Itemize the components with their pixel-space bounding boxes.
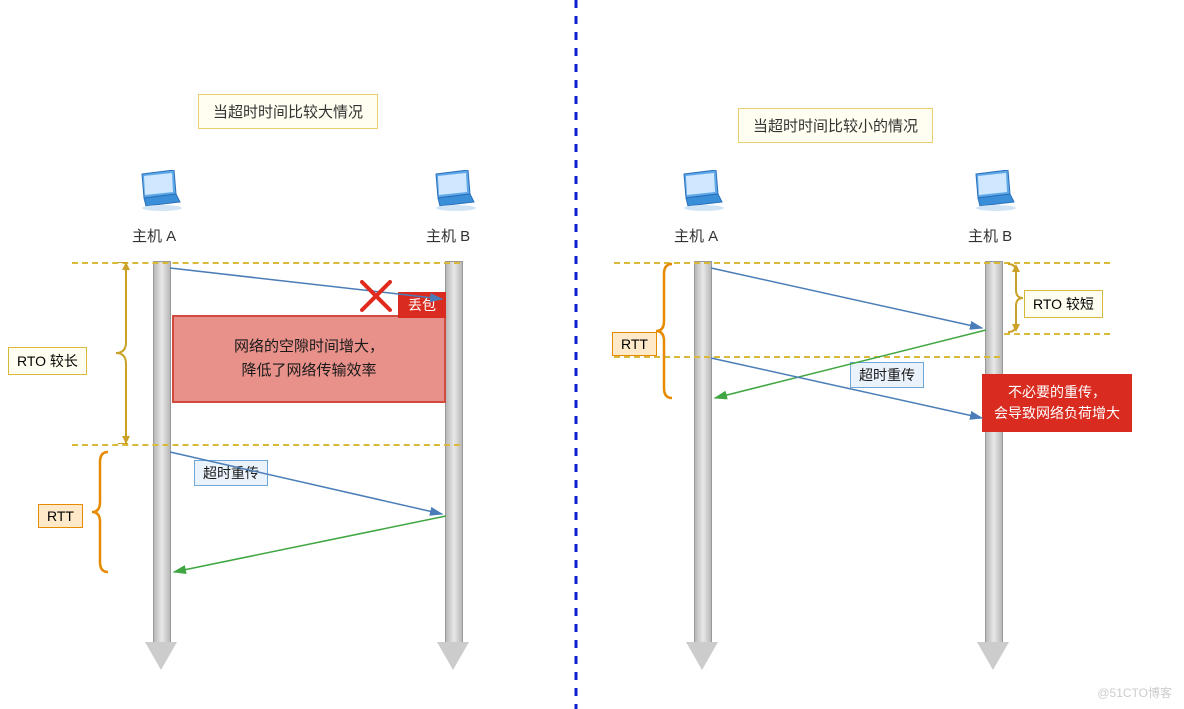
left-rto-label: RTO 较长: [8, 347, 87, 375]
left-timeline-b-arrow: [437, 642, 469, 670]
computer-b2-icon: [970, 170, 1018, 212]
right-title: 当超时时间比较小的情况: [738, 108, 933, 143]
left-title: 当超时时间比较大情况: [198, 94, 378, 129]
left-retransmit-label: 超时重传: [194, 460, 268, 486]
computer-a2-icon: [678, 170, 726, 212]
right-timeline-a: [694, 261, 712, 644]
right-unnecessary-msg: 不必要的重传， 会导致网络负荷增大: [982, 374, 1132, 432]
left-rtt-label: RTT: [38, 504, 83, 528]
left-timeline-a-arrow: [145, 642, 177, 670]
unn-l2: 会导致网络负荷增大: [994, 405, 1120, 421]
right-rtt-label: RTT: [612, 332, 657, 356]
right-host-b-label: 主机 B: [968, 225, 1012, 246]
right-timeline-b-arrow: [977, 642, 1009, 670]
computer-b-icon: [430, 170, 478, 212]
left-dash-2: [72, 444, 460, 446]
computer-a-icon: [136, 170, 184, 212]
left-rto-brace: [108, 262, 130, 444]
left-host-b-label: 主机 B: [426, 225, 470, 246]
right-rtt-brace: [656, 262, 678, 400]
left-host-a-label: 主机 A: [132, 225, 176, 246]
right-timeline-a-arrow: [686, 642, 718, 670]
right-host-a-label: 主机 A: [674, 225, 718, 246]
left-packet-loss-badge: 丢包: [398, 292, 446, 318]
left-dash-1: [72, 262, 460, 264]
right-rto-label: RTO 较短: [1024, 290, 1103, 318]
diagram-canvas: { "canvas":{"width":1184,"height":709,"b…: [0, 0, 1184, 709]
gap-line2: 降低了网络传输效率: [241, 362, 376, 379]
left-timeline-b: [445, 261, 463, 644]
right-retransmit-label: 超时重传: [850, 362, 924, 388]
left-rtt-brace: [92, 450, 114, 574]
left-timeline-a: [153, 261, 171, 644]
watermark: @51CTO博客: [1097, 684, 1172, 701]
right-dash-1: [614, 262, 1110, 264]
left-gap-message: 网络的空隙时间增大， 降低了网络传输效率: [172, 315, 446, 403]
gap-line1: 网络的空隙时间增大，: [234, 338, 384, 355]
right-rto-brace: [1006, 262, 1024, 334]
right-timeline-b: [985, 261, 1003, 644]
unn-l1: 不必要的重传，: [1008, 384, 1106, 400]
